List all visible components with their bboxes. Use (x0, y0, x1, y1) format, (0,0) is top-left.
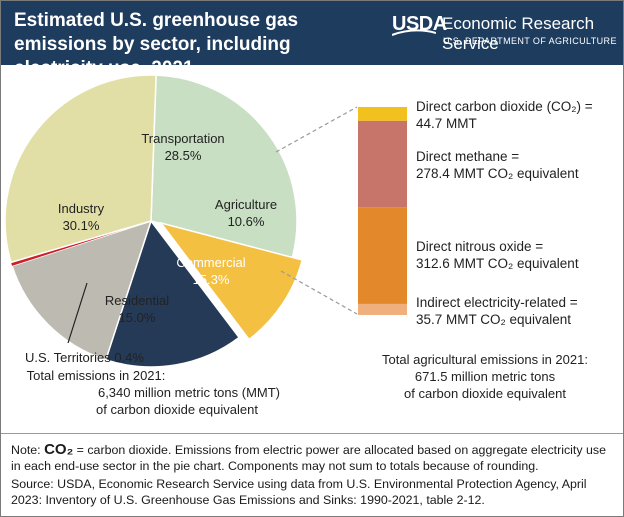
pie-label-residential-value: 15.0% (119, 310, 156, 325)
zoom-connector (275, 106, 358, 315)
chart-title: Estimated U.S. greenhouse gas emissions … (14, 10, 299, 79)
pie-label-industry-name: Industry (58, 201, 105, 216)
agriculture-stacked-bar (358, 107, 407, 315)
pie-slice-residential (11, 219, 153, 361)
footer-divider (1, 433, 623, 434)
bar-annotation-line-1: Total agricultural emissions in 2021: (382, 352, 588, 367)
bar-label-nitrous-line-2: 312.6 MMT CO₂ equivalent (416, 256, 579, 271)
pie-label-industry-value: 30.1% (63, 218, 100, 233)
pie-slice-transportation (150, 74, 298, 259)
bar-label-nitrous-line-1: Direct nitrous oxide = (416, 239, 543, 254)
source-note: Source: USDA, Economic Research Service … (11, 477, 587, 507)
pie-label-residential-name: Residential (105, 293, 169, 308)
pie-annotation-line-2: 6,340 million metric tons (MMT) (98, 385, 280, 400)
pie-label-transportation-value: 28.5% (165, 148, 202, 163)
bar-annotation-line-3: of carbon dioxide equivalent (404, 386, 566, 401)
usda-logo-text: USDA (392, 13, 447, 35)
pie-labels: Transportation 28.5% Agriculture 10.6% Comme… (25, 131, 277, 365)
pie-slice-commercial (104, 219, 241, 368)
department-name: U.S. DEPARTMENT OF AGRICULTURE (443, 36, 617, 46)
pie-label-agriculture-name: Agriculture (215, 197, 277, 212)
bar-label-methane-line-2: 278.4 MMT CO₂ equivalent (416, 166, 579, 181)
bar-segment-electricity (358, 303, 407, 315)
bar-annotation-line-2: 671.5 million metric tons (415, 369, 556, 384)
pie-chart (4, 74, 304, 368)
usda-logo: USDA (392, 13, 447, 39)
territories-leader-line (67, 282, 88, 344)
pie-slice-industry (4, 74, 157, 264)
pie-label-commercial-value: 15.3% (193, 272, 230, 287)
note-text: = carbon dioxide. Emissions from electri… (11, 443, 606, 473)
note-prefix: Note: (11, 443, 45, 457)
header-banner: Estimated U.S. greenhouse gas emissions … (1, 1, 623, 79)
pie-label-commercial-name: Commercial (176, 255, 245, 270)
bar-label-methane-line-1: Direct methane = (416, 149, 519, 164)
bar-label-electricity-line-1: Indirect electricity-related = (416, 295, 578, 310)
pie-label-territories: U.S. Territories 0.4% (25, 350, 144, 365)
pie-annotation-line-3: of carbon dioxide equivalent (96, 402, 258, 417)
agriculture-bar-labels: Direct carbon dioxide (CO₂) = 44.7 MMT Dir… (416, 99, 593, 327)
pie-annotation-line-1: Total emissions in 2021: (27, 368, 166, 383)
pie-label-agriculture-value: 10.6% (228, 214, 265, 229)
chart-area: Transportation 28.5% Agriculture 10.6% Comme… (4, 74, 593, 417)
bar-segment-nitrous (358, 207, 407, 304)
logo-swoosh-icon (392, 29, 436, 36)
footnote: Note: CO₂ = carbon dioxide. Emissions fr… (11, 442, 615, 474)
agency-name: Economic Research Service (442, 14, 595, 53)
pie-slice-agriculture (159, 221, 304, 341)
bar-label-co2-line-1: Direct carbon dioxide (CO₂) = (416, 99, 593, 114)
note-formula: CO₂ (44, 441, 74, 458)
pie-slice-territories (10, 221, 152, 266)
bar-label-co2-line-2: 44.7 MMT (416, 116, 477, 131)
bar-segment-co2 (358, 107, 407, 121)
bar-label-electricity-line-2: 35.7 MMT CO₂ equivalent (416, 312, 571, 327)
pie-label-transportation-name: Transportation (141, 131, 224, 146)
bar-segment-methane (358, 120, 407, 208)
